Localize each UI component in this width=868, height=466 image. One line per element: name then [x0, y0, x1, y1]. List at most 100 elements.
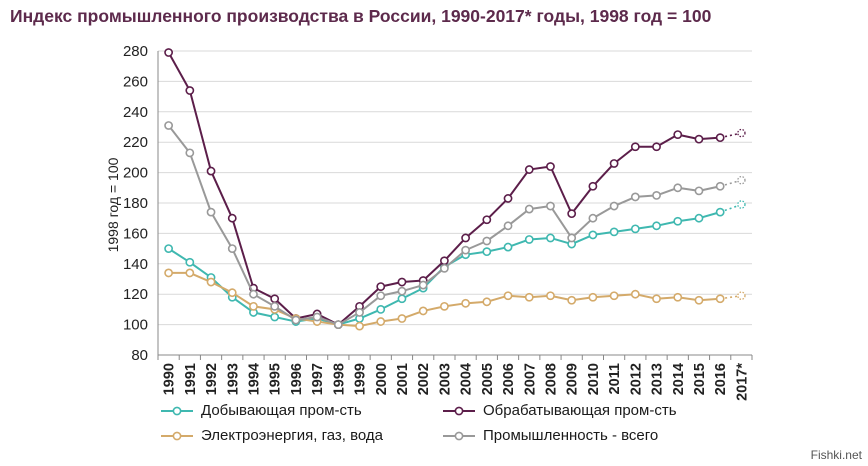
gridlines	[158, 50, 752, 326]
data-point	[715, 181, 725, 191]
y-tick-label: 220	[123, 134, 148, 151]
data-point	[397, 294, 407, 304]
x-tick-label: 1999	[353, 363, 369, 395]
data-point	[185, 257, 195, 267]
data-point	[694, 213, 704, 223]
y-tick-label: 80	[131, 347, 148, 364]
y-tick-label: 180	[123, 195, 148, 212]
data-point	[206, 277, 216, 287]
x-tick-label: 2010	[586, 363, 602, 395]
x-tick-label: 1996	[289, 363, 305, 395]
data-point	[376, 282, 386, 291]
data-point	[567, 295, 577, 305]
data-point	[546, 201, 555, 211]
series-projection-line	[719, 179, 742, 188]
data-point	[185, 86, 195, 95]
data-point	[503, 194, 513, 203]
x-tick-label: 2005	[480, 363, 496, 395]
data-point	[482, 297, 492, 307]
data-point	[439, 256, 449, 266]
data-point	[439, 263, 449, 273]
data-point	[609, 227, 619, 237]
y-axis-label: 1998 год = 100	[105, 157, 121, 252]
data-point	[737, 128, 746, 138]
data-point	[482, 236, 492, 246]
data-point	[164, 48, 174, 57]
data-point	[546, 291, 555, 301]
data-point	[673, 183, 683, 193]
y-tick-label: 160	[123, 225, 148, 242]
series-group	[164, 48, 746, 331]
x-tick-label: 2007	[522, 363, 538, 395]
x-tick-label: 1993	[225, 363, 241, 395]
data-point	[609, 201, 619, 211]
series-3	[164, 268, 746, 331]
chart-title: Индекс промышленного производства в Росс…	[10, 6, 712, 26]
x-tick-label: 2016	[713, 363, 729, 395]
data-point	[270, 294, 280, 304]
data-point	[588, 213, 598, 223]
x-tick-label: 2012	[628, 363, 644, 395]
legend-label: Промышленность - всего	[483, 427, 659, 444]
data-point	[206, 166, 216, 176]
x-tick-label: 1992	[204, 363, 220, 395]
data-point	[227, 244, 237, 253]
data-point	[694, 134, 704, 144]
legend-swatch	[161, 406, 193, 416]
data-point	[694, 295, 704, 305]
data-point	[164, 268, 174, 278]
data-point	[737, 291, 746, 300]
legend-swatch	[443, 406, 475, 416]
legend-label: Добывающая пром-сть	[201, 402, 362, 419]
data-point	[630, 142, 640, 152]
x-tick-label: 2008	[543, 363, 559, 395]
x-tick-label: 2004	[459, 363, 475, 395]
x-tick-label: 2000	[374, 363, 390, 395]
y-tick-label: 280	[123, 43, 148, 60]
legend-label: Электроэнергия, газ, вода	[201, 427, 384, 444]
data-point	[164, 244, 174, 253]
data-point	[376, 291, 386, 301]
data-point	[630, 192, 640, 202]
data-point	[715, 207, 725, 217]
data-point	[355, 308, 364, 317]
y-tick-label: 200	[123, 165, 148, 182]
x-tick-label: 2002	[416, 363, 432, 395]
data-point	[333, 320, 343, 329]
data-point	[652, 294, 661, 304]
data-point	[376, 317, 386, 326]
data-point	[588, 292, 598, 302]
data-point	[249, 289, 258, 299]
x-tick-label: 1994	[246, 363, 262, 395]
series-projection-line	[719, 203, 742, 213]
x-tick-label: 2017*	[734, 363, 750, 401]
data-point	[524, 235, 534, 244]
data-point	[652, 190, 661, 200]
data-point	[503, 291, 513, 301]
data-point	[164, 121, 174, 130]
x-tick-label: 2003	[437, 363, 453, 395]
data-point	[291, 315, 301, 325]
data-point	[524, 165, 534, 174]
data-point	[439, 301, 449, 311]
data-point	[524, 204, 534, 214]
series-4	[164, 121, 746, 329]
x-tick-label: 2014	[671, 363, 687, 395]
x-tick-label: 2011	[607, 363, 623, 394]
data-point	[461, 233, 471, 243]
y-tick-label: 240	[123, 104, 148, 121]
data-point	[652, 142, 661, 152]
axes	[157, 51, 753, 360]
data-point	[185, 148, 195, 158]
legend-label: Обрабатывающая пром-сть	[483, 402, 677, 419]
watermark: Fishki.net	[810, 448, 862, 462]
data-point	[206, 207, 216, 217]
x-tick-label: 1991	[183, 363, 199, 395]
x-tick-label: 1990	[162, 363, 178, 395]
data-point	[397, 286, 407, 296]
legend-item: Обрабатывающая пром-сть	[439, 401, 739, 421]
data-point	[482, 247, 492, 257]
data-point	[588, 181, 598, 191]
y-tick-label: 100	[123, 317, 148, 334]
